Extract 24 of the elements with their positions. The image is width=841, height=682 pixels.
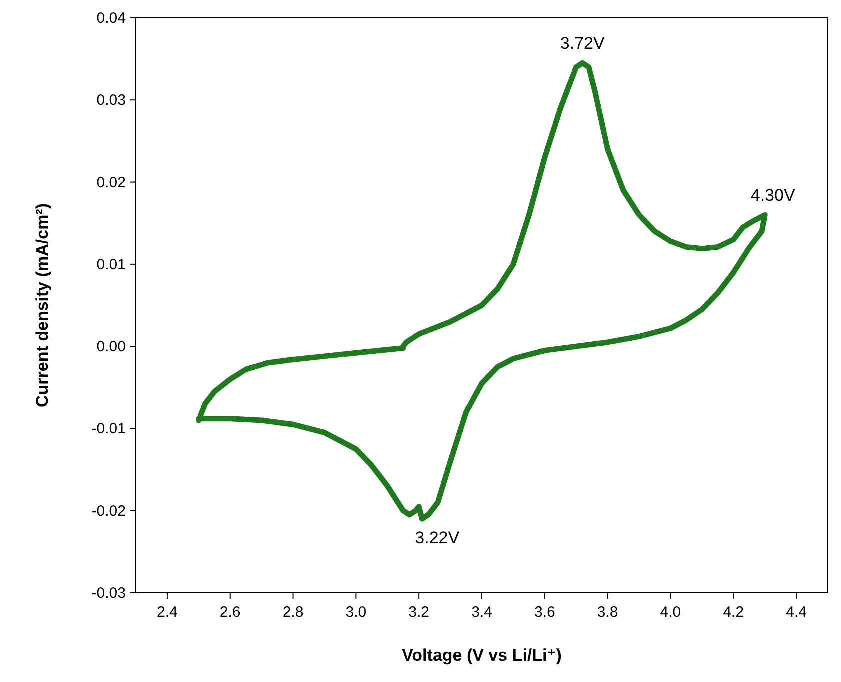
- x-tick-label: 4.4: [786, 604, 807, 621]
- y-tick-label: 0.02: [96, 174, 126, 192]
- x-tick-label: 2.8: [282, 604, 304, 621]
- x-axis-title: Voltage (V vs Li/Li⁺): [402, 646, 562, 665]
- y-tick-label: -0.02: [92, 502, 126, 520]
- x-tick-label: 4.0: [660, 604, 682, 621]
- annotation: 3.22V: [415, 528, 460, 548]
- y-tick-label: 0.04: [96, 10, 126, 27]
- x-tick-label: 3.2: [408, 604, 430, 621]
- annotation: 4.30V: [750, 186, 796, 206]
- y-tick-label: 0.03: [96, 92, 126, 110]
- x-tick-label: 2.4: [157, 604, 178, 621]
- y-tick-label: 0.01: [96, 256, 126, 274]
- x-tick-label: 3.4: [472, 604, 492, 621]
- x-tick-label: 4.2: [723, 604, 744, 621]
- x-tick-label: 3.0: [346, 604, 367, 621]
- x-tick-label: 3.6: [534, 604, 556, 621]
- x-tick-label: 2.6: [220, 604, 241, 621]
- y-tick-label: -0.03: [92, 585, 126, 602]
- y-tick-label: 0.00: [96, 338, 126, 356]
- y-axis-title: Current density (mA/cm²): [33, 203, 52, 408]
- annotation: 3.72V: [560, 34, 606, 54]
- y-tick-label: -0.01: [92, 420, 126, 438]
- x-tick-label: 3.8: [597, 604, 618, 621]
